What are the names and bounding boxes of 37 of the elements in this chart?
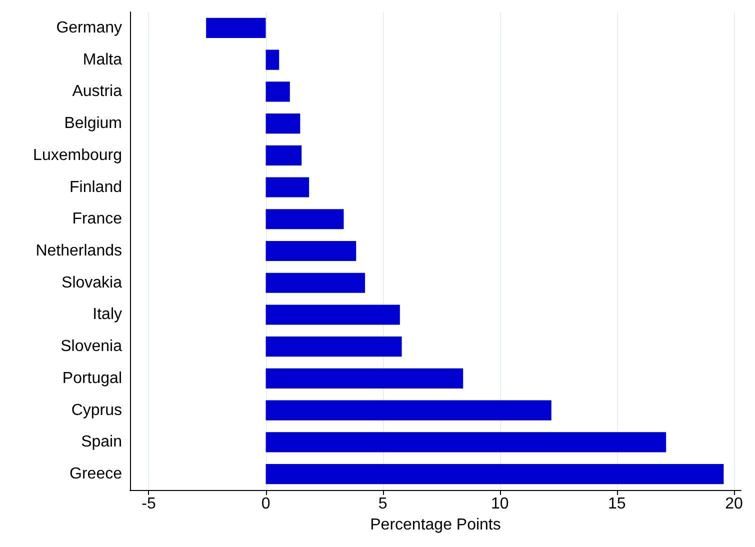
- x-tick-label: 15: [608, 496, 626, 512]
- x-tick-label: 0: [261, 496, 270, 512]
- y-tick-label: Italy: [92, 306, 122, 324]
- bar: [266, 368, 464, 389]
- bar: [266, 304, 400, 325]
- x-tick-label: 20: [725, 496, 743, 512]
- bar: [206, 18, 266, 38]
- y-tick-label: Netherlands: [36, 242, 122, 260]
- y-tick-label: Cyprus: [71, 402, 122, 419]
- bar: [266, 272, 366, 293]
- bar: [266, 82, 290, 102]
- y-tick-label: Germany: [56, 19, 122, 36]
- x-tick-label: 5: [378, 496, 388, 512]
- bar: [266, 209, 344, 230]
- y-tick-label: Belgium: [64, 115, 122, 132]
- bar: [266, 464, 724, 484]
- x-tick-label: 10: [490, 496, 509, 512]
- y-tick-label: Malta: [82, 51, 122, 68]
- bar: [266, 113, 300, 134]
- y-tick-label: Luxembourg: [33, 146, 122, 164]
- x-axis-title: Percentage Points: [370, 516, 501, 534]
- bar: [266, 177, 310, 198]
- y-tick-label: Portugal: [62, 370, 122, 387]
- y-tick-label: Greece: [70, 466, 122, 483]
- bar: [266, 400, 552, 420]
- x-tick-label: -5: [142, 496, 156, 512]
- y-tick-label: Austria: [72, 83, 122, 100]
- bar: [266, 50, 280, 70]
- y-tick-label: Slovakia: [62, 274, 122, 292]
- bar: [266, 240, 356, 262]
- y-tick-label: Finland: [70, 178, 122, 196]
- y-tick-label: France: [72, 210, 122, 228]
- bar: [266, 336, 402, 357]
- y-tick-label: Slovenia: [60, 338, 122, 356]
- bar: [266, 432, 666, 452]
- y-tick-label: Spain: [81, 434, 122, 451]
- bar: [266, 145, 302, 166]
